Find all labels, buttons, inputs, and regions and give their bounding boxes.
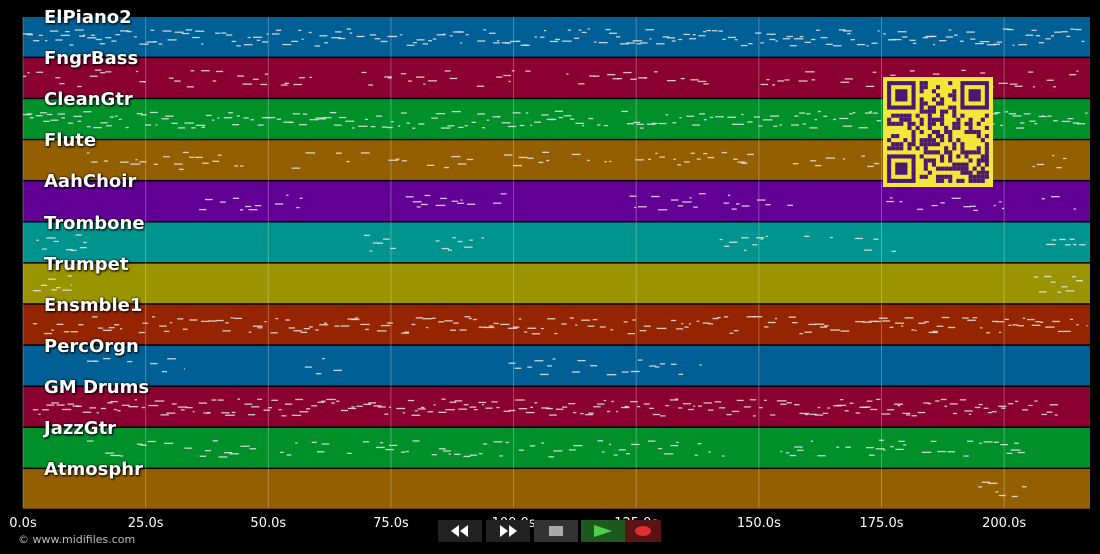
rewind-button[interactable] (438, 520, 482, 542)
track-lane (23, 17, 1090, 57)
tick-label: 50.0s (250, 516, 287, 531)
credit-text: © www.midifiles.com (18, 533, 136, 546)
fast-forward-button[interactable] (486, 520, 530, 542)
track-lane (23, 345, 1090, 386)
qr-code (883, 77, 993, 187)
tick-label: 200.0s (982, 516, 1027, 531)
track-name: ElPiano2 (44, 7, 132, 28)
tick-label: 25.0s (127, 516, 164, 531)
tick-label: 75.0s (373, 516, 409, 531)
play-icon (594, 525, 612, 537)
track-name: JazzGtr (44, 418, 117, 439)
stop-button[interactable] (534, 520, 578, 542)
track-name: Trombone (44, 212, 145, 234)
track-lane (23, 469, 1090, 509)
track-name: FngrBass (44, 48, 139, 70)
track-lane (23, 181, 1090, 221)
tick-label: 175.0s (859, 516, 904, 531)
track-lane (23, 304, 1090, 345)
fast-forward-icon (500, 525, 517, 537)
record-icon (635, 526, 651, 536)
track-name: AahChoir (44, 171, 137, 193)
track-name: Trumpet (44, 253, 129, 275)
track-name: Atmosphr (44, 459, 143, 481)
track-lane (23, 222, 1090, 263)
track-name: PercOrgn (44, 335, 139, 357)
record-button[interactable] (625, 520, 661, 542)
track-lane (23, 386, 1090, 427)
rewind-icon (451, 525, 468, 537)
tick-label: 150.0s (736, 516, 781, 531)
tick-label: 0.0s (9, 516, 37, 531)
track-lane (23, 263, 1090, 304)
track-name: CleanGtr (44, 89, 133, 111)
track-lane (23, 428, 1090, 468)
track-name: GM Drums (44, 376, 150, 398)
stop-icon (549, 526, 563, 536)
track-name: Flute (44, 130, 97, 152)
track-name: Ensmble1 (44, 294, 143, 316)
play-button[interactable] (581, 520, 625, 542)
